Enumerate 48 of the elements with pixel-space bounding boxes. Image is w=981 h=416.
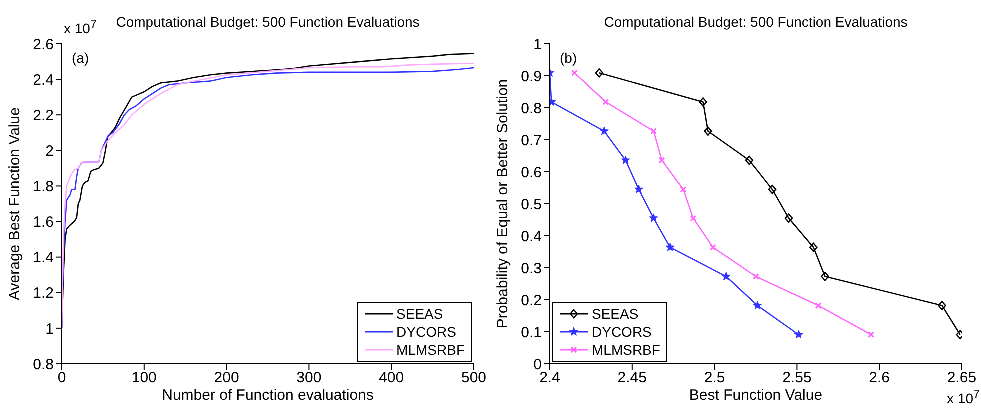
text: x 10$^{7}$ — [64, 18, 97, 37]
legend-label: SEEAS — [592, 305, 639, 323]
y-tick-label: 1.4 — [33, 250, 54, 267]
x-tick-label: 2.6 — [869, 370, 890, 387]
y-tick-label: 0.7 — [521, 132, 542, 150]
x-axis-title: Number of Function evaluations — [162, 387, 374, 404]
y-tick-label: 0 — [534, 356, 542, 374]
y-axis-title: Average Best Function Value — [6, 108, 24, 300]
y-tick-label: 2.2 — [33, 107, 54, 124]
x-tick-label: 0 — [58, 370, 66, 387]
chart-title: Computational Budget: 500 Function Evaluations — [116, 14, 420, 30]
legend-label: MLMSRBF — [396, 341, 465, 359]
x-tick-label: 100 — [132, 370, 157, 387]
y-tick-label: 0.9 — [521, 68, 542, 86]
chart-title: Computational Budget: 500 Function Evaluations — [603, 14, 909, 30]
legend-label: DYCORS — [592, 323, 652, 341]
x-tick-label: 2.55 — [782, 370, 812, 387]
text: x 10$^{7}$ — [947, 388, 980, 407]
annotation: (a) — [72, 50, 90, 66]
x-tick-label: 200 — [214, 370, 240, 387]
y-tick-label: 0.8 — [33, 356, 54, 374]
x-tick-label: 300 — [296, 370, 322, 387]
y-tick-label: 0.1 — [521, 324, 542, 342]
y-tick-label: 0.4 — [521, 228, 542, 246]
x-tick-label: 2.5 — [704, 370, 726, 387]
y-tick-label: 1 — [46, 320, 54, 338]
y-tick-label: 0.6 — [521, 164, 542, 182]
annotation: (b) — [560, 50, 578, 66]
y-tick-label: 0.5 — [521, 196, 542, 214]
x-axis-title: Best Function Value — [689, 387, 823, 404]
legend-label: MLMSRBF — [592, 341, 660, 359]
y-tick-label: 1.2 — [33, 285, 54, 302]
x-tick-label: 400 — [379, 370, 404, 387]
y-tick-label: 2.6 — [33, 36, 54, 54]
y-tick-label: 1.8 — [33, 178, 54, 196]
x-tick-label: 2.45 — [618, 370, 647, 387]
x-tick-label: 500 — [461, 370, 487, 387]
y-tick-label: 0.8 — [521, 100, 542, 118]
y-tick-label: 1 — [534, 36, 542, 54]
y-axis-title: Probability of Equal or Better Solution — [494, 79, 512, 329]
y-tick-label: 0.2 — [521, 292, 542, 310]
y-tick-label: 0.3 — [521, 260, 542, 278]
y-tick-label: 1.6 — [33, 214, 54, 232]
legend-label: SEEAS — [396, 305, 444, 323]
y-tick-label: 2.4 — [33, 72, 54, 89]
y-tick-label: 2 — [46, 142, 54, 160]
legend-label: DYCORS — [396, 323, 456, 341]
x-tick-label: 2.65 — [947, 370, 977, 387]
